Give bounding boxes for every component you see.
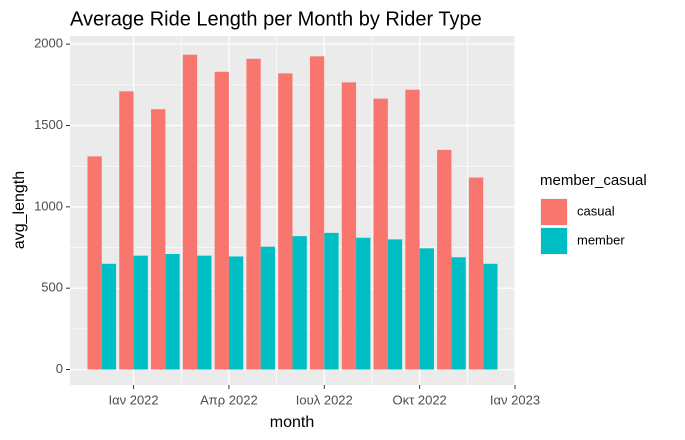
bar <box>405 89 420 370</box>
legend-title: member_casual <box>540 172 647 189</box>
bar <box>182 54 198 370</box>
legend-label: casual <box>577 203 615 218</box>
bar <box>101 263 117 370</box>
x-tick-label: Απρ 2022 <box>200 392 258 407</box>
bar <box>419 248 434 370</box>
bar <box>309 56 325 370</box>
bar <box>133 255 148 370</box>
bar <box>356 237 371 370</box>
legend-label: member <box>577 232 625 247</box>
bar <box>246 58 261 370</box>
x-tick-label: Ιαν 2022 <box>108 392 158 407</box>
bar <box>260 246 276 370</box>
bar <box>292 236 307 370</box>
y-tick-label: 1000 <box>34 198 63 213</box>
x-axis-title: month <box>270 414 314 431</box>
bar <box>278 73 293 370</box>
y-tick-label: 1500 <box>34 117 63 132</box>
bar <box>119 91 134 370</box>
bar <box>214 71 229 370</box>
bar <box>151 109 166 370</box>
bar <box>197 255 212 370</box>
bar <box>451 257 466 370</box>
bar <box>483 263 498 370</box>
bar <box>87 156 102 370</box>
legend-swatch <box>541 228 567 254</box>
y-tick-label: 500 <box>41 280 63 295</box>
x-tick-label: Ιαν 2023 <box>490 392 540 407</box>
y-axis-title: avg_length <box>11 171 28 249</box>
bar <box>387 239 403 370</box>
bar <box>341 82 357 370</box>
bar <box>468 177 484 370</box>
x-tick-label: Ιουλ 2022 <box>296 392 353 407</box>
legend-swatch <box>541 199 567 225</box>
bar <box>324 232 339 370</box>
y-tick-label: 2000 <box>34 36 63 51</box>
bar <box>373 98 388 370</box>
bar <box>165 254 180 370</box>
bar <box>228 256 244 370</box>
x-tick-label: Οκτ 2022 <box>393 392 447 407</box>
bar <box>437 149 452 370</box>
chart-title: Average Ride Length per Month by Rider T… <box>70 8 482 30</box>
y-tick-label: 0 <box>56 361 63 376</box>
